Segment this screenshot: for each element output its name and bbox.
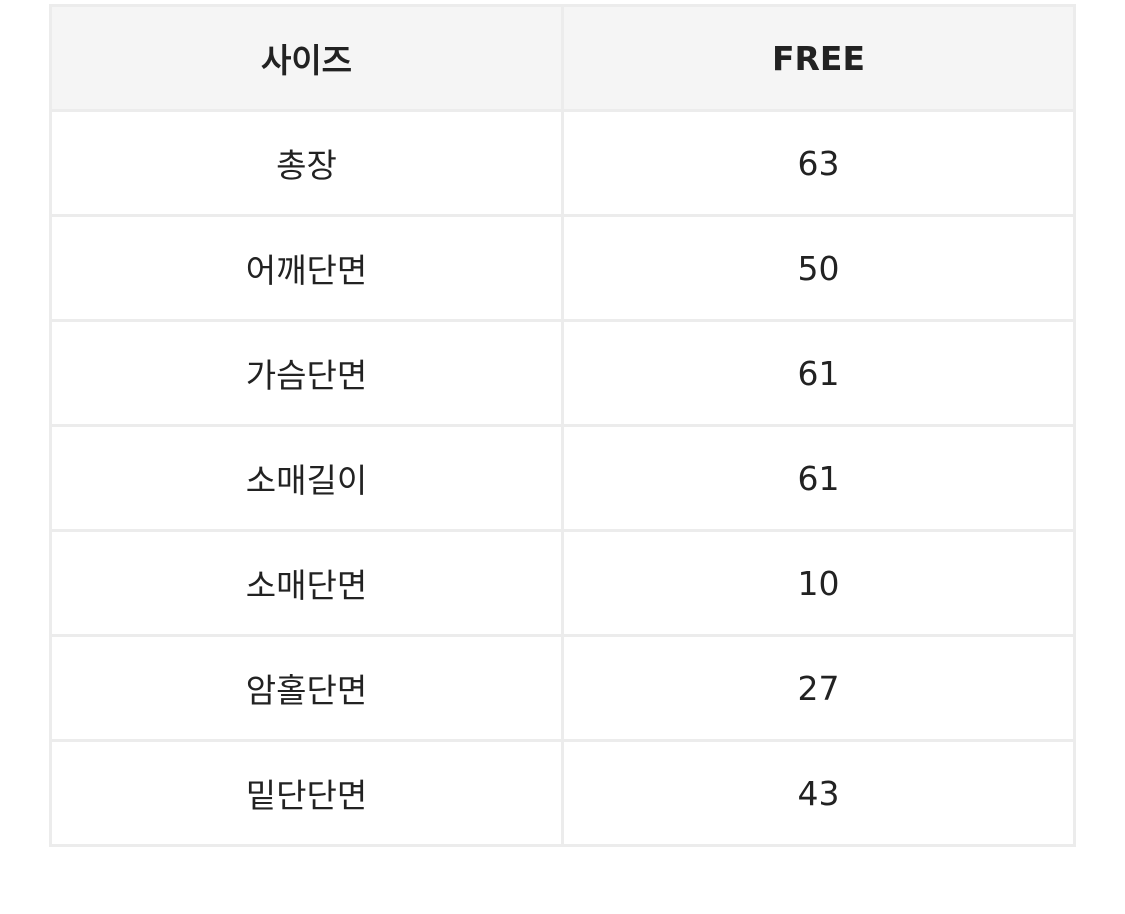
table-row: 가슴단면 61 xyxy=(49,319,1076,427)
measurement-label: 암홀단면 xyxy=(49,634,564,742)
measurement-label: 총장 xyxy=(49,109,564,217)
measurement-value: 43 xyxy=(561,739,1076,847)
measurement-value: 27 xyxy=(561,634,1076,742)
measurement-value: 61 xyxy=(561,319,1076,427)
table-row: 소매길이 61 xyxy=(49,424,1076,532)
measurement-value: 10 xyxy=(561,529,1076,637)
measurement-value: 61 xyxy=(561,424,1076,532)
measurement-label: 어깨단면 xyxy=(49,214,564,322)
header-free: FREE xyxy=(561,4,1076,112)
measurement-label: 소매단면 xyxy=(49,529,564,637)
measurement-value: 63 xyxy=(561,109,1076,217)
table-row: 소매단면 10 xyxy=(49,529,1076,637)
table-row: 어깨단면 50 xyxy=(49,214,1076,322)
measurement-value: 50 xyxy=(561,214,1076,322)
table-row: 암홀단면 27 xyxy=(49,634,1076,742)
table-row: 밑단단면 43 xyxy=(49,739,1076,847)
table-header-row: 사이즈 FREE xyxy=(49,4,1076,112)
measurement-label: 가슴단면 xyxy=(49,319,564,427)
measurement-label: 소매길이 xyxy=(49,424,564,532)
measurement-label: 밑단단면 xyxy=(49,739,564,847)
table-row: 총장 63 xyxy=(49,109,1076,217)
header-size: 사이즈 xyxy=(49,4,564,112)
size-table: 사이즈 FREE 총장 63 어깨단면 50 가슴단면 61 소매길이 61 소매단면 10 암홀단… xyxy=(49,4,1076,847)
